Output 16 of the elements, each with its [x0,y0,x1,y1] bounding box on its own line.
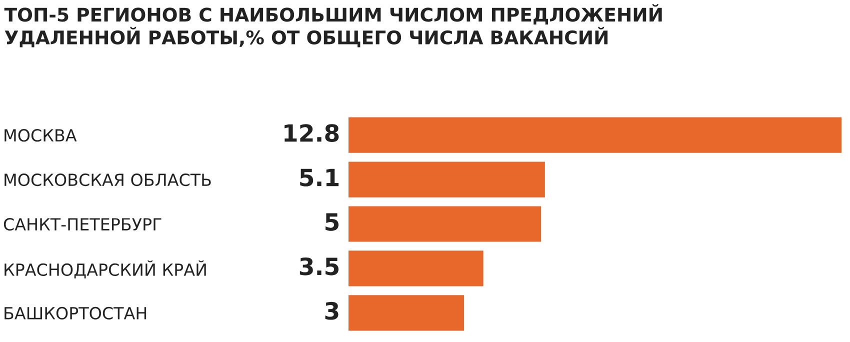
y-tick-label: КРАСНОДАРСКИЙ КРАЙ [4,260,206,278]
bar [348,295,464,331]
bar [348,117,842,153]
y-tick-label: МОСКОВСКАЯ ОБЛАСТЬ [4,174,211,186]
bar [348,162,545,198]
data-label: 3.5 [300,257,339,276]
data-label: 5.1 [300,168,339,186]
bar [348,206,542,242]
data-label: 12.8 [284,124,339,142]
data-label: 5 [326,213,339,231]
y-tick-label: БАШКОРТОСТАН [4,306,146,320]
chart-title: ТОП-5 РЕГИОНОВ С НАИБОЛЬШИМ ЧИСЛОМ ПРЕДЛОЖЕНИЙ УДАЛЕННОЙ РАБОТЫ,% ОТ ОБЩЕГО ЧИСЛА ВАКАНСИЙ [4,4,662,48]
data-label: 3 [325,302,338,320]
bar [348,250,484,286]
y-tick-label: МОСКВА [4,129,77,142]
y-tick-label: САНКТ-ПЕТЕРБУРГ [4,218,162,231]
